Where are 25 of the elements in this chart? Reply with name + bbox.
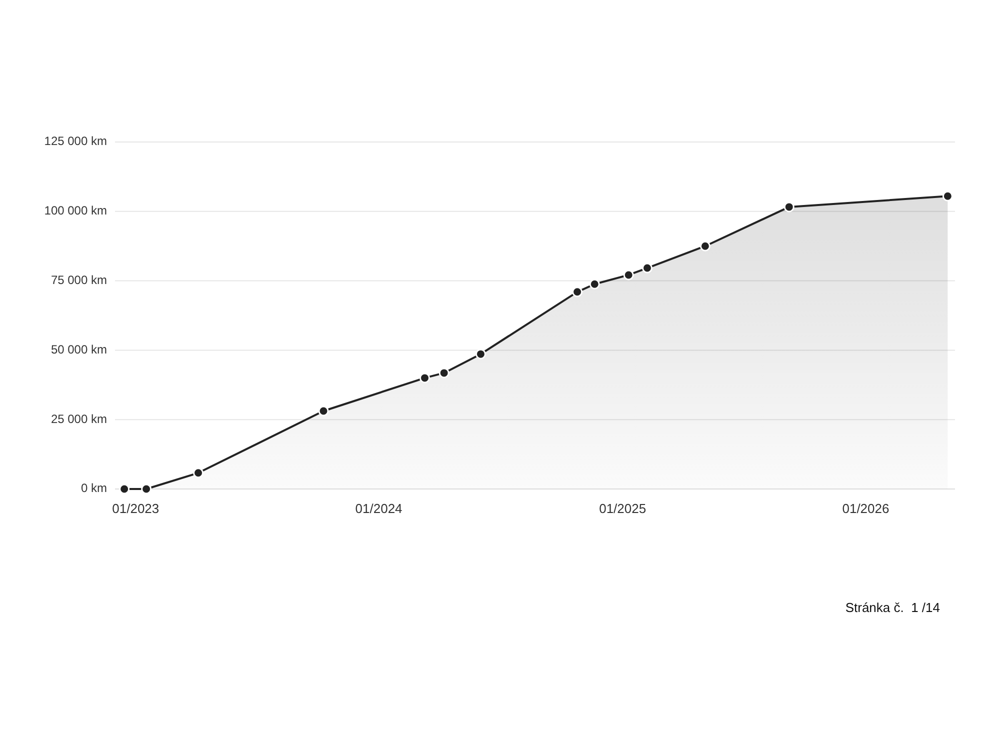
point xyxy=(318,406,329,416)
x-tick-label: 01/2023 xyxy=(112,501,160,516)
y-tick-label: 100 000 km xyxy=(44,204,107,218)
point xyxy=(119,484,130,494)
y-tick-label: 75 000 km xyxy=(50,272,107,287)
point xyxy=(942,190,953,202)
text: Stránka č. 1 /14 xyxy=(845,600,940,615)
point xyxy=(572,286,583,298)
point xyxy=(589,278,600,290)
point xyxy=(141,484,152,494)
y-tick-label: 125 000 km xyxy=(44,134,107,148)
y-tick-label: 50 000 km xyxy=(50,342,107,356)
x-tick-label: 01/2024 xyxy=(355,501,402,516)
y-tick-label: 25 000 km xyxy=(50,412,107,426)
point xyxy=(642,262,652,274)
point xyxy=(475,348,486,360)
point xyxy=(420,372,430,384)
y-tick-label: 0 km xyxy=(80,481,107,496)
x-tick-label: 01/2025 xyxy=(599,501,646,516)
point xyxy=(193,468,204,478)
point xyxy=(438,368,450,378)
point xyxy=(623,270,634,280)
point xyxy=(784,202,794,212)
x-tick-label: 01/2026 xyxy=(842,501,890,516)
point xyxy=(700,240,710,252)
